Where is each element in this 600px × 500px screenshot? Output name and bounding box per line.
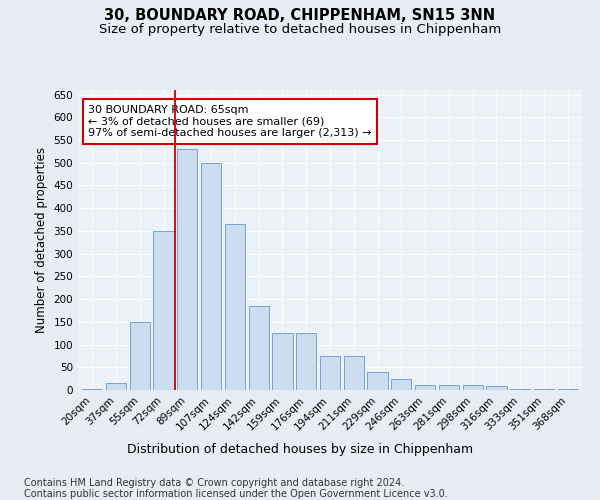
- Bar: [248, 306, 269, 390]
- Bar: [463, 386, 483, 390]
- Bar: [367, 372, 388, 390]
- Bar: [557, 389, 578, 390]
- Bar: [82, 389, 103, 390]
- Bar: [534, 389, 554, 390]
- Text: Contains public sector information licensed under the Open Government Licence v3: Contains public sector information licen…: [24, 489, 448, 499]
- Bar: [225, 224, 245, 390]
- Bar: [320, 356, 340, 390]
- Bar: [154, 231, 173, 390]
- Bar: [415, 384, 435, 390]
- Text: Contains HM Land Registry data © Crown copyright and database right 2024.: Contains HM Land Registry data © Crown c…: [24, 478, 404, 488]
- Text: 30 BOUNDARY ROAD: 65sqm
← 3% of detached houses are smaller (69)
97% of semi-det: 30 BOUNDARY ROAD: 65sqm ← 3% of detached…: [88, 105, 371, 138]
- Bar: [391, 378, 412, 390]
- Bar: [439, 384, 459, 390]
- Bar: [201, 162, 221, 390]
- Bar: [130, 322, 150, 390]
- Bar: [272, 333, 293, 390]
- Bar: [510, 389, 530, 390]
- Text: 30, BOUNDARY ROAD, CHIPPENHAM, SN15 3NN: 30, BOUNDARY ROAD, CHIPPENHAM, SN15 3NN: [104, 8, 496, 22]
- Bar: [296, 333, 316, 390]
- Bar: [344, 356, 364, 390]
- Text: Distribution of detached houses by size in Chippenham: Distribution of detached houses by size …: [127, 442, 473, 456]
- Bar: [177, 149, 197, 390]
- Text: Size of property relative to detached houses in Chippenham: Size of property relative to detached ho…: [99, 22, 501, 36]
- Y-axis label: Number of detached properties: Number of detached properties: [35, 147, 48, 333]
- Bar: [487, 386, 506, 390]
- Bar: [106, 383, 126, 390]
